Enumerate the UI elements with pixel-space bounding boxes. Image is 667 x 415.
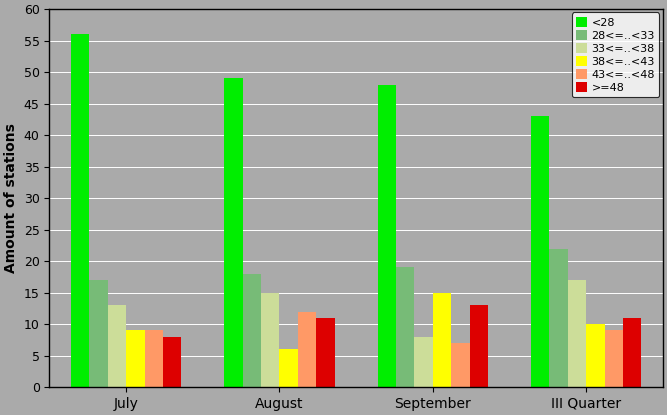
Bar (396, 267, 414, 387)
Bar (586, 324, 604, 387)
Bar (224, 78, 243, 387)
Bar (298, 312, 316, 387)
Bar (279, 349, 298, 387)
Bar (163, 337, 181, 387)
Bar (470, 305, 488, 387)
Legend: <28, 28<=..<33, 33<=..<38, 38<=..<43, 43<=..<48, >=48: <28, 28<=..<33, 33<=..<38, 38<=..<43, 43… (572, 12, 660, 97)
Bar (623, 318, 642, 387)
Bar (414, 337, 433, 387)
Bar (243, 274, 261, 387)
Bar (71, 34, 89, 387)
Bar (531, 116, 550, 387)
Bar (89, 280, 107, 387)
Y-axis label: Amount of stations: Amount of stations (4, 123, 18, 273)
Bar (378, 85, 396, 387)
Bar (604, 330, 623, 387)
Bar (145, 330, 163, 387)
Bar (126, 330, 145, 387)
Bar (550, 249, 568, 387)
Bar (451, 343, 470, 387)
Bar (433, 293, 451, 387)
Bar (568, 280, 586, 387)
Bar (316, 318, 335, 387)
Bar (107, 305, 126, 387)
Bar (261, 293, 279, 387)
